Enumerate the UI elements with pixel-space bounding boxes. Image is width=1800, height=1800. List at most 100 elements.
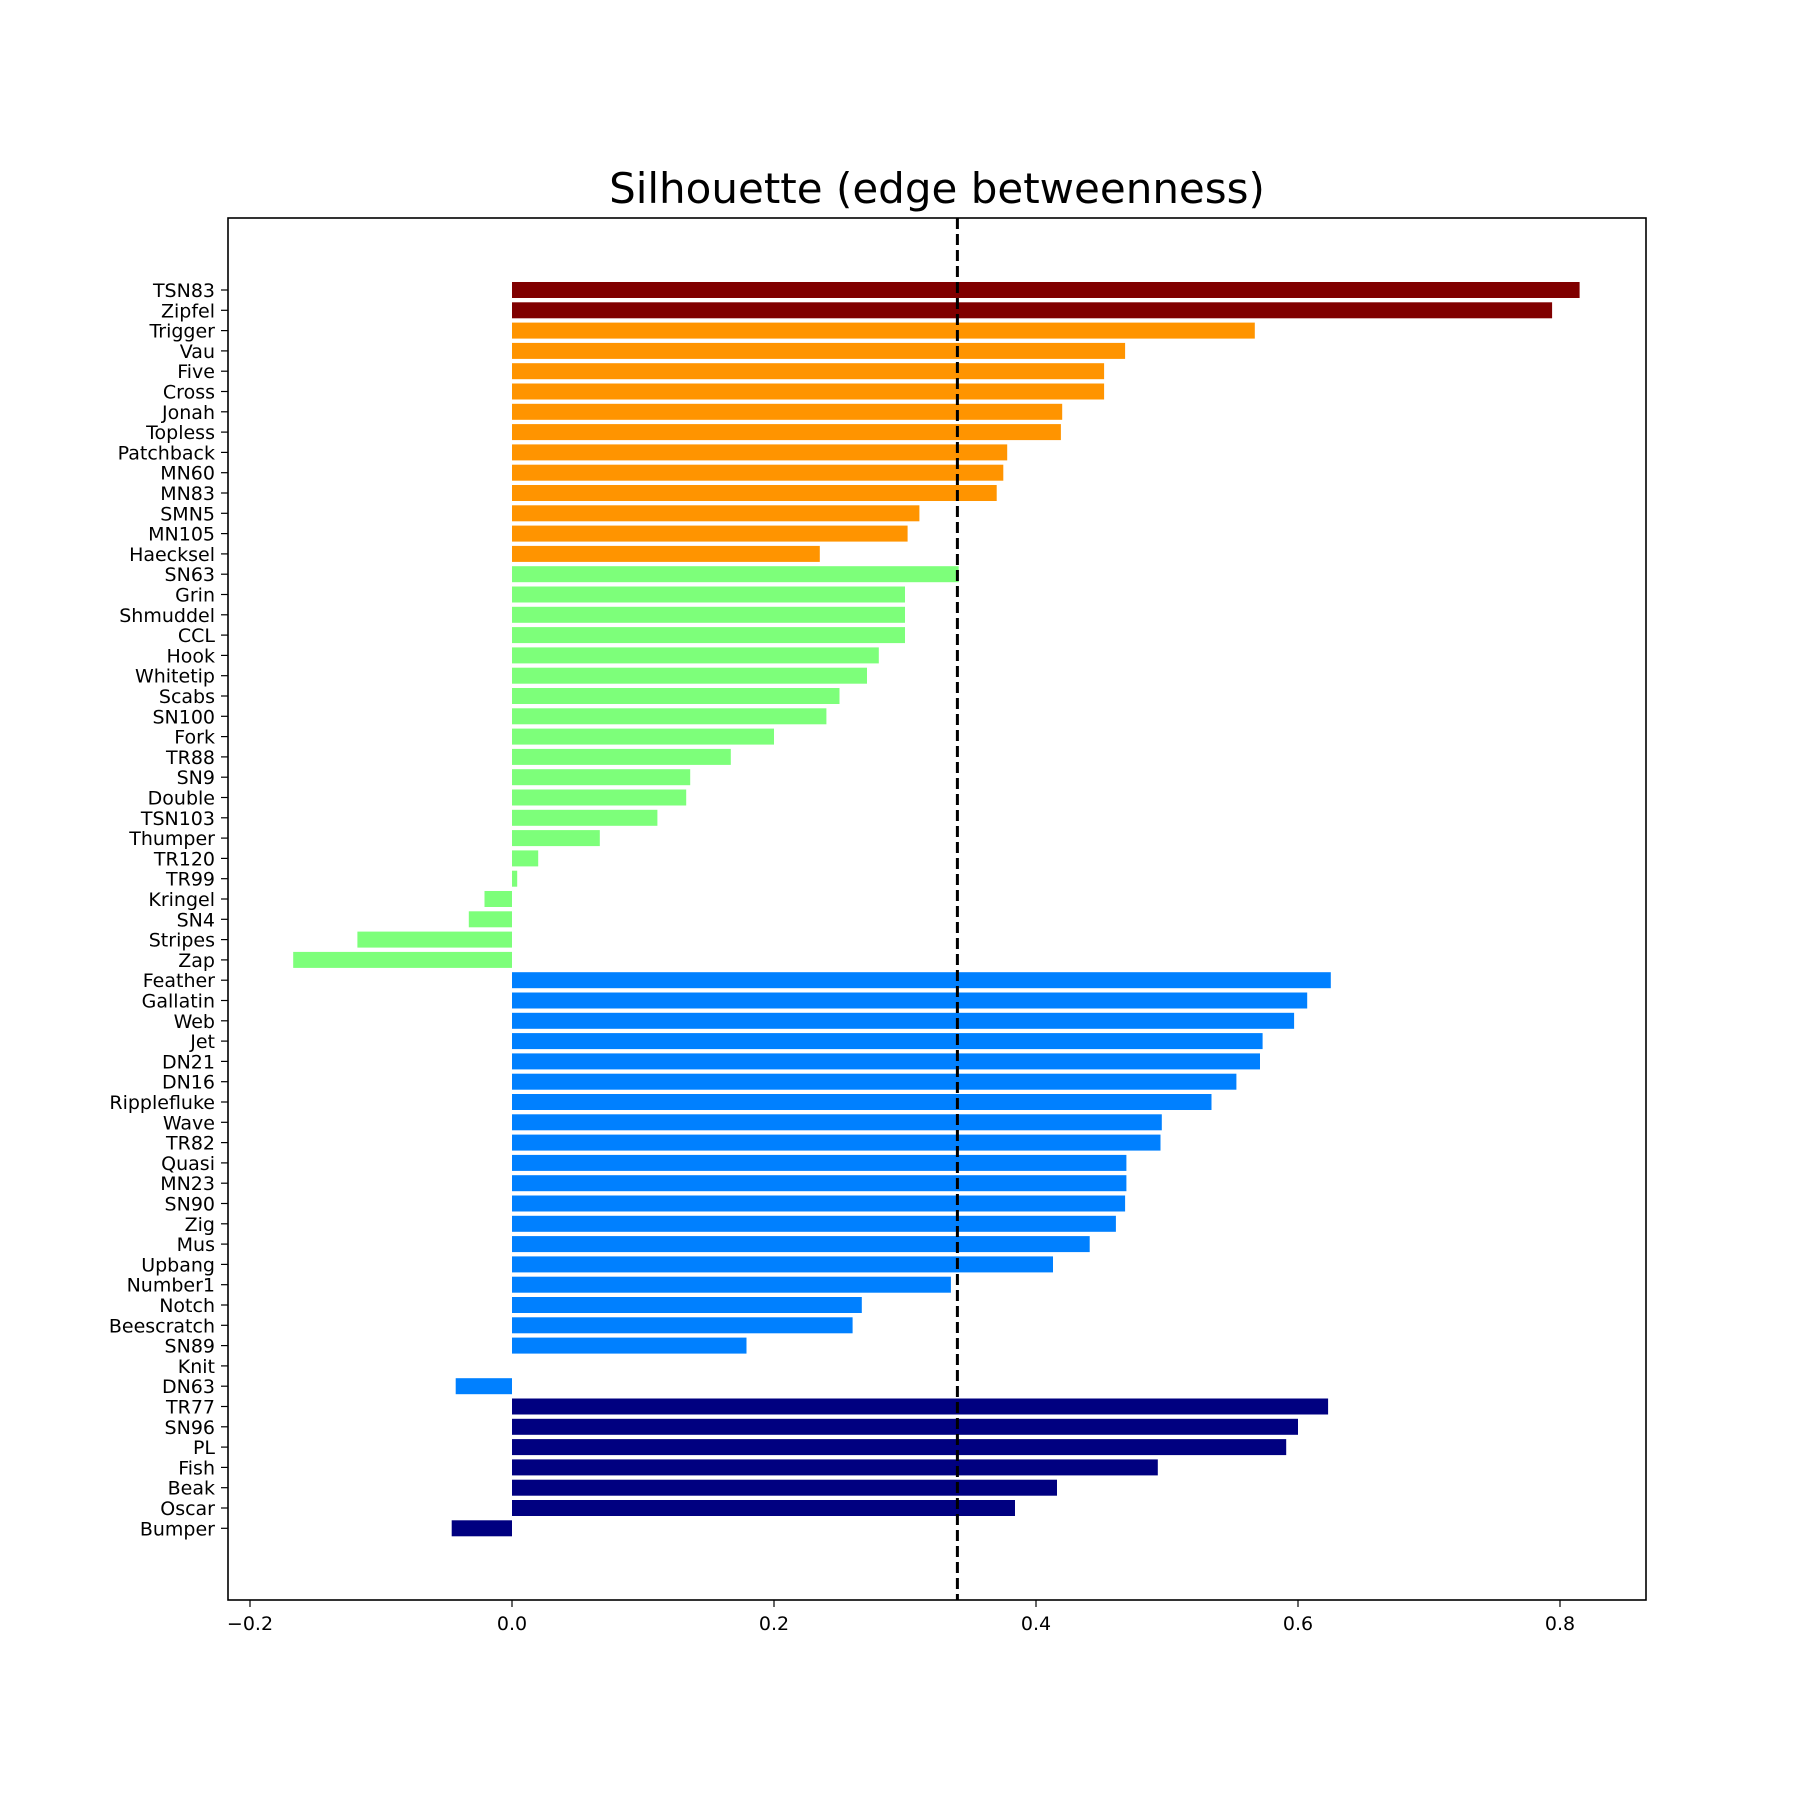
bar-fork	[512, 728, 774, 745]
bar-tsn83	[512, 282, 1580, 298]
bar-tr77	[512, 1398, 1329, 1415]
category-label-wave: Wave	[163, 1112, 215, 1134]
category-label-sn90: SN90	[165, 1194, 215, 1216]
category-label-patchback: Patchback	[118, 442, 215, 464]
bar-sn63	[512, 566, 959, 583]
bar-topless	[512, 424, 1061, 441]
bar-ccl	[512, 627, 905, 644]
bar-whitetip	[512, 667, 867, 684]
category-label-scabs: Scabs	[159, 686, 215, 708]
bar-trigger	[512, 322, 1255, 339]
bar-sn4	[468, 911, 512, 928]
category-label-tsn83: TSN83	[152, 280, 215, 302]
x-tick-label: 0.2	[759, 1613, 789, 1635]
category-label-grin: Grin	[175, 585, 215, 607]
bar-tr120	[512, 850, 539, 867]
bar-feather	[512, 972, 1331, 989]
bar-oscar	[512, 1500, 1015, 1516]
bar-mn60	[512, 464, 1004, 481]
bar-tr88	[512, 748, 731, 765]
category-label-gallatin: Gallatin	[142, 991, 215, 1013]
bar-sn100	[512, 708, 827, 725]
category-label-sn89: SN89	[165, 1336, 215, 1358]
category-label-quasi: Quasi	[161, 1153, 215, 1175]
bar-beak	[512, 1479, 1057, 1496]
x-tick-label: 0.8	[1545, 1613, 1575, 1635]
bar-dn63	[455, 1378, 512, 1395]
category-label-zig: Zig	[185, 1214, 215, 1236]
bar-tr82	[512, 1134, 1161, 1151]
bar-kringel	[484, 891, 512, 907]
bar-hook	[512, 647, 879, 664]
category-label-five: Five	[177, 361, 215, 383]
bar-dn16	[512, 1073, 1237, 1090]
category-label-fish: Fish	[178, 1457, 215, 1479]
bar-dn21	[512, 1053, 1260, 1070]
bar-bumper	[451, 1520, 512, 1537]
category-label-haecksel: Haecksel	[129, 544, 215, 566]
bar-number1	[512, 1276, 951, 1293]
x-tick-label: −0.2	[227, 1613, 273, 1635]
category-label-stripes: Stripes	[149, 930, 215, 952]
category-label-fork: Fork	[174, 727, 215, 749]
bar-zipfel	[512, 302, 1553, 319]
category-label-tr82: TR82	[165, 1133, 215, 1155]
category-label-sn4: SN4	[177, 909, 215, 931]
category-label-ccl: CCL	[178, 625, 216, 647]
bar-mn83	[512, 485, 997, 501]
category-label-zap: Zap	[178, 950, 215, 972]
bar-fish	[512, 1459, 1158, 1476]
bar-sn9	[512, 769, 691, 786]
bar-cross	[512, 383, 1105, 400]
bar-gallatin	[512, 992, 1308, 1009]
category-label-hook: Hook	[166, 645, 215, 667]
category-label-beak: Beak	[168, 1478, 215, 1500]
category-label-mn105: MN105	[148, 524, 215, 546]
chart-title: Silhouette (edge betweenness)	[609, 164, 1265, 213]
bar-beescratch	[512, 1317, 853, 1334]
category-label-ripplefluke: Ripplefluke	[109, 1092, 215, 1114]
bar-thumper	[512, 830, 600, 847]
bar-sn96	[512, 1418, 1298, 1435]
category-label-topless: Topless	[145, 422, 215, 444]
category-label-zipfel: Zipfel	[161, 300, 215, 322]
bar-sn89	[512, 1337, 747, 1354]
category-label-smn5: SMN5	[160, 503, 215, 525]
bar-mus	[512, 1236, 1090, 1253]
category-label-notch: Notch	[159, 1295, 215, 1317]
category-label-dn16: DN16	[162, 1072, 215, 1094]
category-label-sn63: SN63	[165, 564, 215, 586]
bar-web	[512, 1012, 1295, 1029]
category-label-tr120: TR120	[153, 848, 215, 870]
category-label-tr99: TR99	[165, 869, 215, 891]
bar-patchback	[512, 444, 1008, 461]
category-label-mn60: MN60	[160, 463, 215, 485]
bar-tr99	[512, 870, 518, 887]
category-label-sn100: SN100	[152, 706, 215, 728]
bar-notch	[512, 1297, 862, 1313]
category-label-sn96: SN96	[165, 1417, 215, 1439]
plot-frame	[227, 217, 1647, 1601]
x-axis-ticks: −0.2 0.0 0.2 0.4 0.6 0.8	[227, 1600, 1575, 1635]
category-label-mus: Mus	[177, 1234, 215, 1256]
category-label-tr88: TR88	[165, 747, 215, 769]
category-label-jet: Jet	[189, 1031, 215, 1053]
bar-vau	[512, 342, 1126, 359]
x-tick-label: 0.0	[497, 1613, 527, 1635]
bar-shmuddel	[512, 606, 905, 623]
x-tick-label: 0.4	[1021, 1613, 1051, 1635]
bar-zap	[293, 951, 512, 968]
category-label-bumper: Bumper	[140, 1518, 215, 1540]
category-label-kringel: Kringel	[148, 889, 215, 911]
category-label-dn63: DN63	[162, 1376, 215, 1398]
bar-stripes	[357, 931, 512, 948]
category-label-mn83: MN83	[160, 483, 215, 505]
category-label-tsn103: TSN103	[140, 808, 215, 830]
bar-tsn103	[512, 809, 658, 826]
category-label-vau: Vau	[180, 341, 215, 363]
bar-mn23	[512, 1175, 1127, 1192]
category-label-number1: Number1	[127, 1275, 215, 1297]
category-label-shmuddel: Shmuddel	[119, 605, 215, 627]
